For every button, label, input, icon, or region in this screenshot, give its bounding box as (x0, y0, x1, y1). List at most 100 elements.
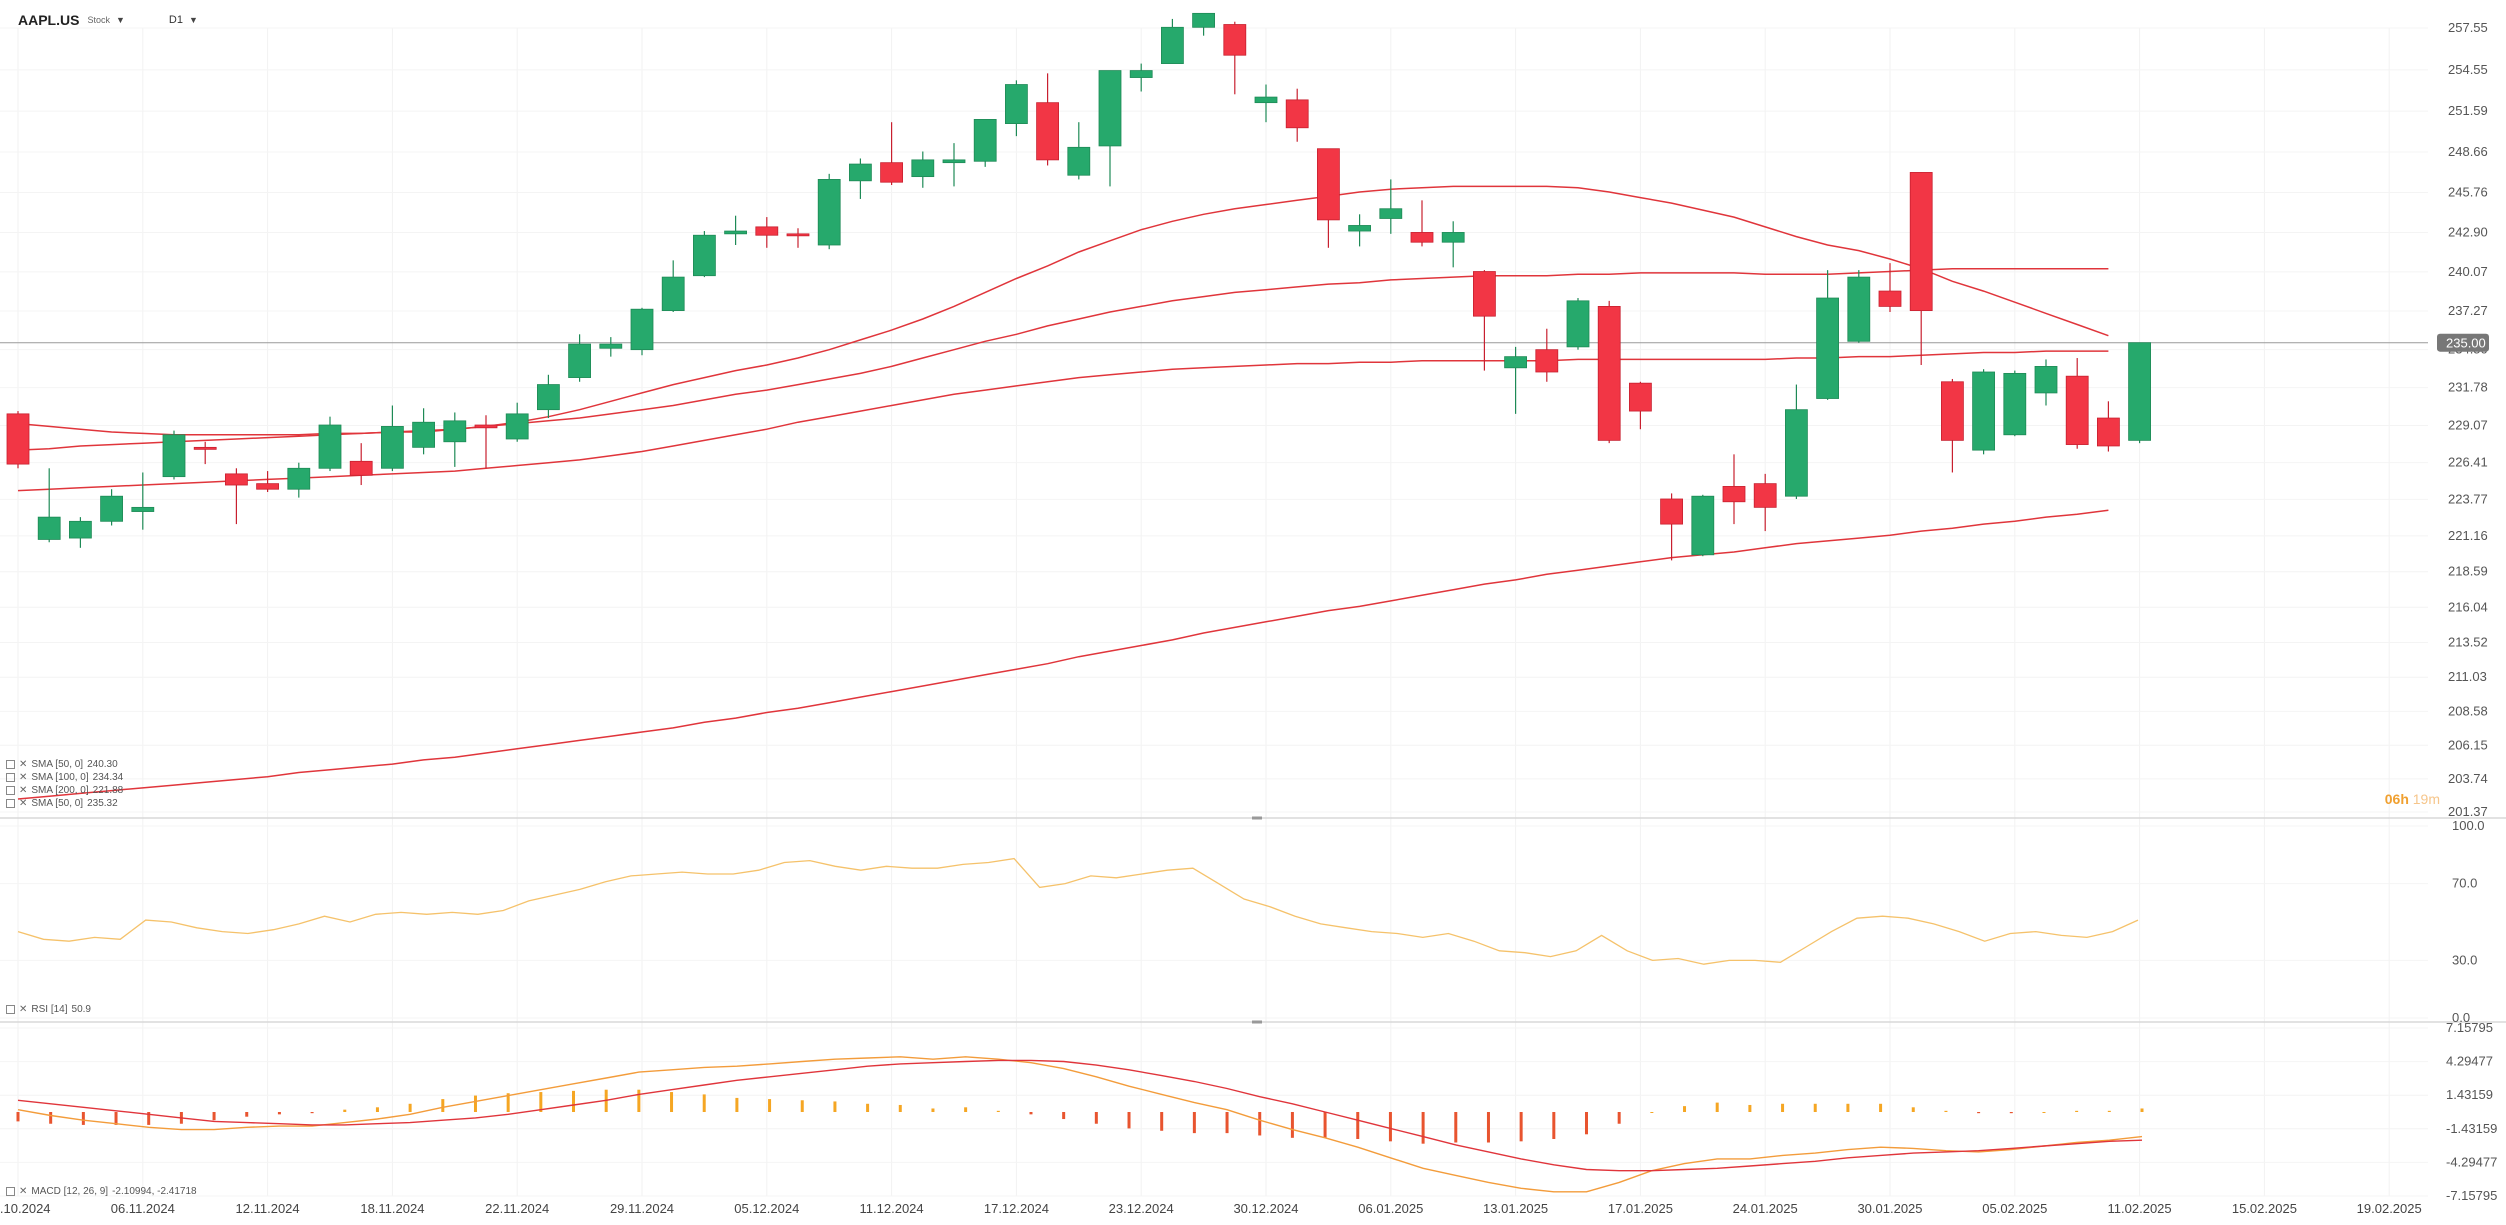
candle-down[interactable] (1285, 99, 1309, 129)
candle-up[interactable] (1441, 232, 1465, 243)
candle-up[interactable] (1504, 356, 1527, 369)
close-icon[interactable]: ✕ (19, 772, 28, 783)
candle-up[interactable] (973, 119, 997, 162)
candle-down[interactable] (349, 460, 373, 476)
candle-up[interactable] (1098, 70, 1122, 147)
candle-up[interactable] (318, 424, 342, 469)
candle-up[interactable] (849, 163, 872, 182)
candle-up[interactable] (380, 426, 404, 469)
candle-down[interactable] (1909, 172, 1933, 311)
candle-up[interactable] (1348, 225, 1371, 232)
candle-down[interactable] (1223, 24, 1247, 56)
candle-down[interactable] (1410, 232, 1434, 243)
candle-up[interactable] (1129, 70, 1153, 78)
candle-up[interactable] (100, 495, 123, 522)
candle-up[interactable] (131, 506, 155, 512)
macd-histogram-bar (375, 1107, 379, 1112)
candle-down[interactable] (1036, 102, 1059, 161)
pane-resize-handle[interactable] (1252, 816, 1262, 820)
candle-down[interactable] (1535, 349, 1559, 373)
candle-up[interactable] (2128, 342, 2152, 441)
candle-up[interactable] (1379, 208, 1403, 219)
instrument-toolbar: AAPL.US Stock ▼ D1 ▼ (18, 10, 198, 30)
candle-up[interactable] (599, 343, 623, 349)
candle-up[interactable] (412, 421, 436, 448)
date-axis-label: 06.11.2024 (111, 1201, 175, 1216)
candle-down[interactable] (1878, 290, 1902, 307)
symbol-dropdown-icon[interactable]: ▼ (115, 15, 125, 25)
candle-up[interactable] (1005, 84, 1028, 124)
candle-down[interactable] (193, 446, 217, 450)
close-icon[interactable]: ✕ (19, 798, 28, 809)
candle-up[interactable] (630, 308, 654, 351)
candle-up[interactable] (287, 467, 311, 490)
close-icon[interactable]: ✕ (19, 759, 28, 770)
close-icon[interactable]: ✕ (19, 785, 28, 796)
candle-up[interactable] (1161, 26, 1184, 64)
candle-up[interactable] (69, 520, 92, 539)
legend-row[interactable]: ✕ SMA [200, 0] 221.88 (6, 784, 123, 797)
candle-up[interactable] (505, 413, 529, 440)
candle-down[interactable] (256, 483, 280, 490)
symbol-label[interactable]: AAPL.US (18, 12, 80, 28)
candle-up[interactable] (537, 384, 560, 411)
candle-down[interactable] (2065, 375, 2089, 445)
candle-down[interactable] (880, 162, 903, 183)
candle-up[interactable] (37, 516, 61, 540)
candle-down[interactable] (1941, 381, 1964, 441)
candle-up[interactable] (1566, 300, 1590, 348)
timeframe-dropdown-icon[interactable]: ▼ (188, 15, 198, 25)
legend-row[interactable]: ✕ SMA [50, 0] 235.32 (6, 797, 123, 810)
candle-up[interactable] (724, 230, 747, 235)
legend-row[interactable]: ✕ RSI [14] 50.9 (6, 1003, 91, 1016)
candle-up[interactable] (1254, 96, 1278, 104)
candle-down[interactable] (1660, 498, 1683, 525)
macd-histogram-bar (1748, 1104, 1752, 1112)
candle-up[interactable] (162, 434, 186, 478)
candle-down[interactable] (1317, 148, 1340, 221)
candle-down[interactable] (1753, 483, 1777, 508)
candle-up[interactable] (443, 420, 467, 443)
legend-row[interactable]: ✕ SMA [100, 0] 234.34 (6, 771, 123, 784)
legend-row[interactable]: ✕ SMA [50, 0] 240.30 (6, 758, 123, 771)
pane-resize-handle[interactable] (1252, 1020, 1262, 1024)
candle-up[interactable] (817, 179, 841, 246)
candle-down[interactable] (1722, 486, 1746, 503)
candle-up[interactable] (1847, 276, 1871, 342)
candle-up[interactable] (1972, 371, 1995, 451)
candle-up[interactable] (2003, 372, 2027, 436)
candle-up[interactable] (568, 343, 591, 378)
candle-up[interactable] (693, 234, 716, 277)
candle-down[interactable] (1629, 382, 1652, 412)
candle-up[interactable] (1691, 495, 1715, 556)
timeframe-label[interactable]: D1 (168, 14, 183, 26)
candle-down[interactable] (755, 226, 779, 236)
close-icon[interactable]: ✕ (19, 1186, 28, 1197)
macd-histogram-bar (1715, 1102, 1719, 1112)
candle-down[interactable] (224, 473, 248, 486)
list-icon (6, 1187, 15, 1196)
macd-histogram-bar (147, 1112, 151, 1125)
legend-label: MACD [12, 26, 9] (31, 1186, 109, 1197)
candle-up[interactable] (942, 159, 966, 164)
candle-up[interactable] (1785, 409, 1808, 497)
candle-down[interactable] (474, 424, 498, 429)
candle-down[interactable] (1473, 271, 1496, 317)
close-icon[interactable]: ✕ (19, 1004, 28, 1015)
candle-up[interactable] (2034, 366, 2058, 394)
candle-up[interactable] (1816, 297, 1839, 399)
candle-up[interactable] (911, 159, 935, 178)
candle-up[interactable] (1192, 12, 1215, 28)
candle-up[interactable] (1067, 146, 1091, 176)
candle-down[interactable] (6, 413, 30, 465)
price-axis-label: 208.58 (2448, 703, 2488, 718)
date-axis-label: 05.02.2025 (1982, 1201, 2047, 1216)
candle-down[interactable] (1597, 306, 1621, 441)
candle-down[interactable] (786, 233, 810, 237)
candle-up[interactable] (661, 276, 685, 311)
candle-countdown: 06h 19m (2385, 791, 2440, 807)
legend-row[interactable]: ✕ MACD [12, 26, 9] -2.10994, -2.41718 (6, 1185, 197, 1198)
candle-down[interactable] (2096, 417, 2120, 447)
price-axis-label: 218.59 (2448, 564, 2488, 579)
